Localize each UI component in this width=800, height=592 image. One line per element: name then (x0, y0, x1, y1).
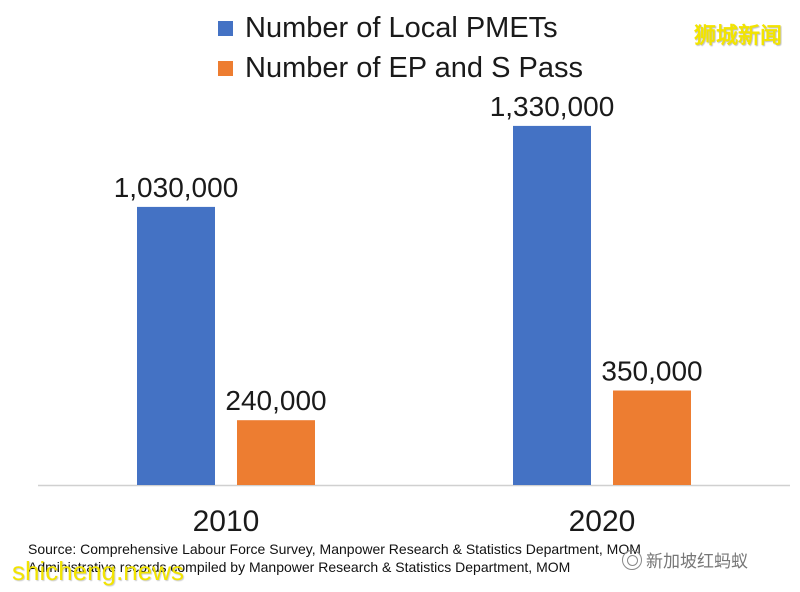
legend-item-local-pmets: Number of Local PMETs (218, 8, 583, 48)
legend-item-ep-s-pass: Number of EP and S Pass (218, 48, 583, 88)
wechat-icon (622, 549, 642, 570)
watermark-bottom-right: 新加坡红蚂蚁 (622, 547, 748, 572)
source-line-1: Source: Comprehensive Labour Force Surve… (28, 541, 641, 557)
bar-ep-s-pass-2020 (613, 390, 691, 485)
data-label-local-pmets-2010: 1,030,000 (114, 172, 239, 203)
legend-label-ep-s-pass: Number of EP and S Pass (245, 51, 583, 84)
legend-swatch-local-pmets (218, 20, 233, 36)
legend: Number of Local PMETs Number of EP and S… (218, 8, 583, 88)
data-label-ep-s-pass-2020: 350,000 (601, 356, 702, 387)
bar-local-pmets-2020 (513, 125, 591, 486)
x-tick-label-2020: 2020 (569, 505, 636, 538)
watermark-bottom-right-text: 新加坡红蚂蚁 (646, 552, 748, 571)
watermark-bottom-left: shicheng.news (12, 556, 184, 586)
source-note: Source: Comprehensive Labour Force Surve… (28, 540, 788, 576)
data-label-local-pmets-2020: 1,330,000 (490, 91, 615, 122)
bar-local-pmets-2010 (137, 206, 215, 485)
source-line-2: Administrative records compiled by Manpo… (28, 559, 571, 575)
x-tick-label-2010: 2010 (193, 505, 260, 538)
data-label-ep-s-pass-2010: 240,000 (225, 385, 326, 416)
legend-label-local-pmets: Number of Local PMETs (245, 11, 558, 44)
legend-swatch-ep-s-pass (218, 60, 233, 76)
watermark-top-right: 狮城新闻 (693, 23, 782, 48)
bar-ep-s-pass-2010 (237, 420, 315, 485)
